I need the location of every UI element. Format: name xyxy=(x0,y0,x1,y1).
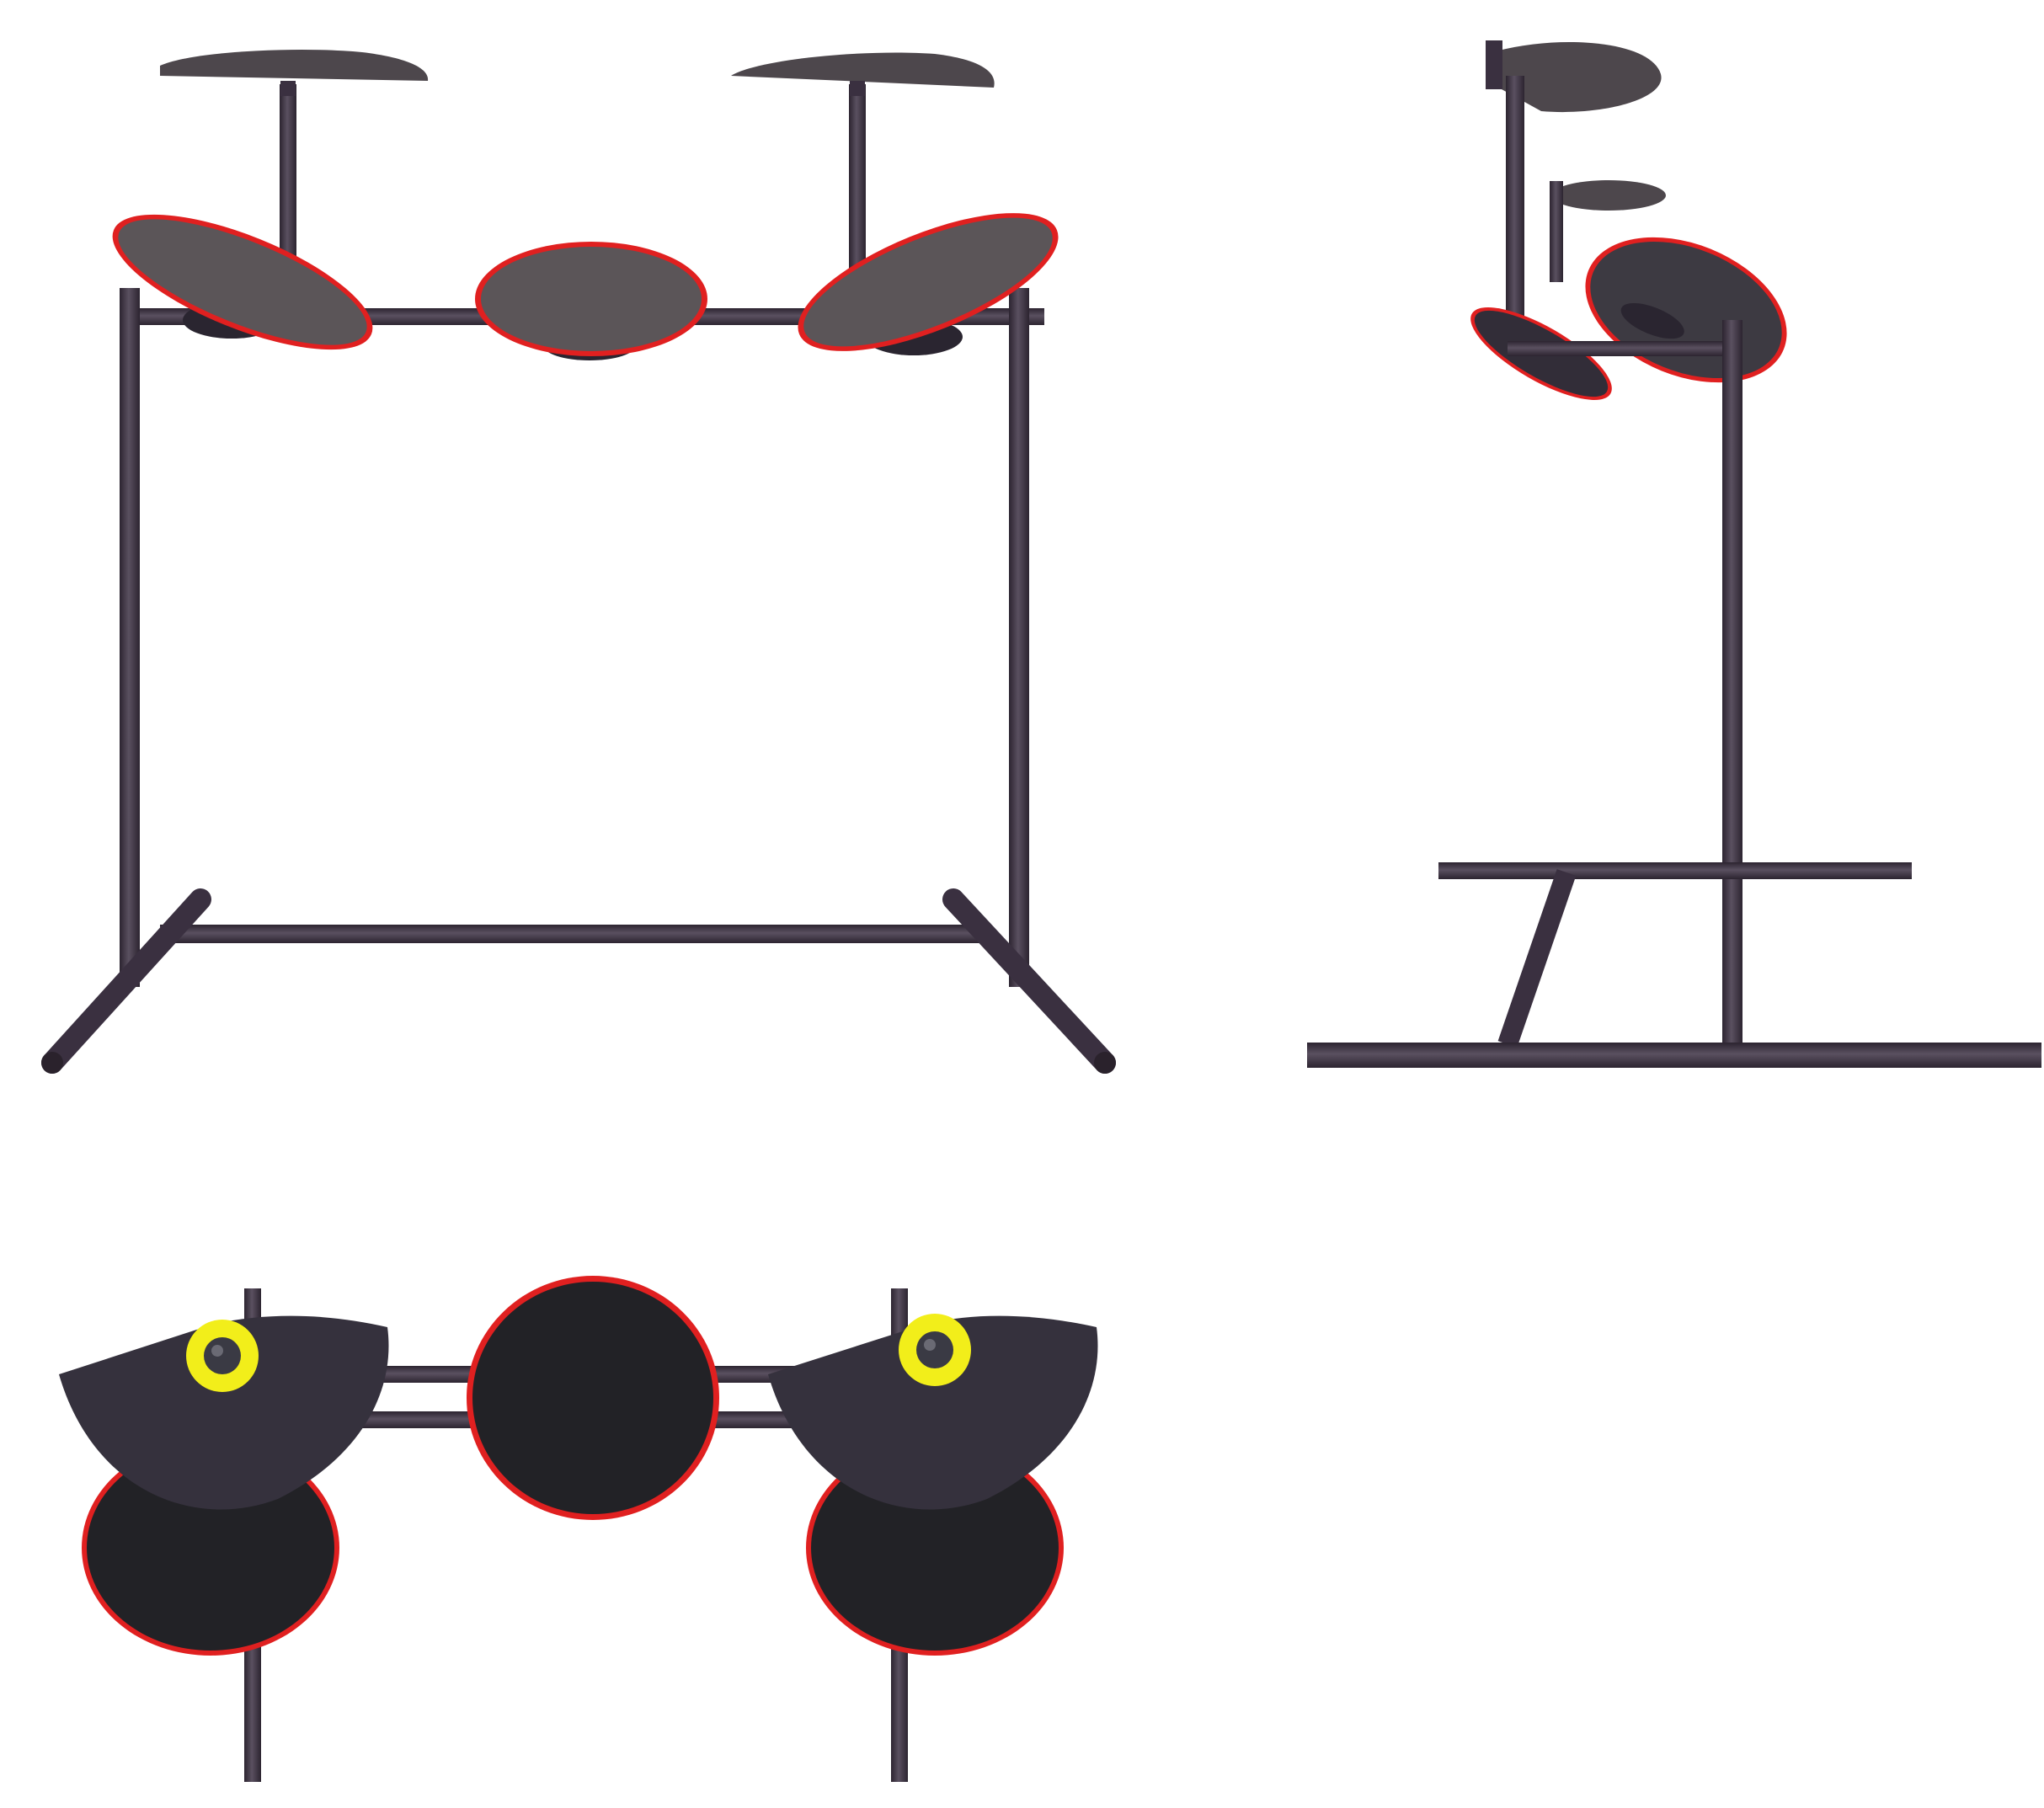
right-tom-pad xyxy=(798,213,1059,351)
top-right-cymbal xyxy=(768,1315,1098,1510)
side-view xyxy=(1307,40,2041,1068)
left-cymbal-stem xyxy=(280,84,296,269)
left-cymbal xyxy=(160,49,429,81)
center-snare-pad xyxy=(475,242,707,356)
side-upper-cymbal xyxy=(1492,41,1662,113)
bottom-crossbar xyxy=(160,925,990,943)
right-foot xyxy=(942,888,1116,1074)
side-brace xyxy=(1497,869,1577,1048)
side-lower-cymbal xyxy=(1551,180,1666,211)
side-rear-post xyxy=(1506,76,1524,354)
right-upright xyxy=(1009,288,1029,987)
front-view xyxy=(41,49,1116,1074)
left-foot xyxy=(41,888,211,1074)
right-cymbal xyxy=(731,52,995,88)
top-center-pad xyxy=(467,1276,719,1520)
right-clamp-icon xyxy=(899,1314,971,1386)
top-view xyxy=(59,1276,1098,1782)
right-cymbal-stem xyxy=(849,84,866,269)
side-front-base-bar xyxy=(1307,1043,2041,1068)
side-main-upright xyxy=(1722,320,1742,1053)
left-tom-pad xyxy=(112,214,373,350)
side-rear-base-bar xyxy=(1438,862,1912,879)
top-left-cymbal xyxy=(59,1315,389,1510)
left-clamp-icon xyxy=(186,1320,259,1392)
left-upright xyxy=(120,288,140,987)
